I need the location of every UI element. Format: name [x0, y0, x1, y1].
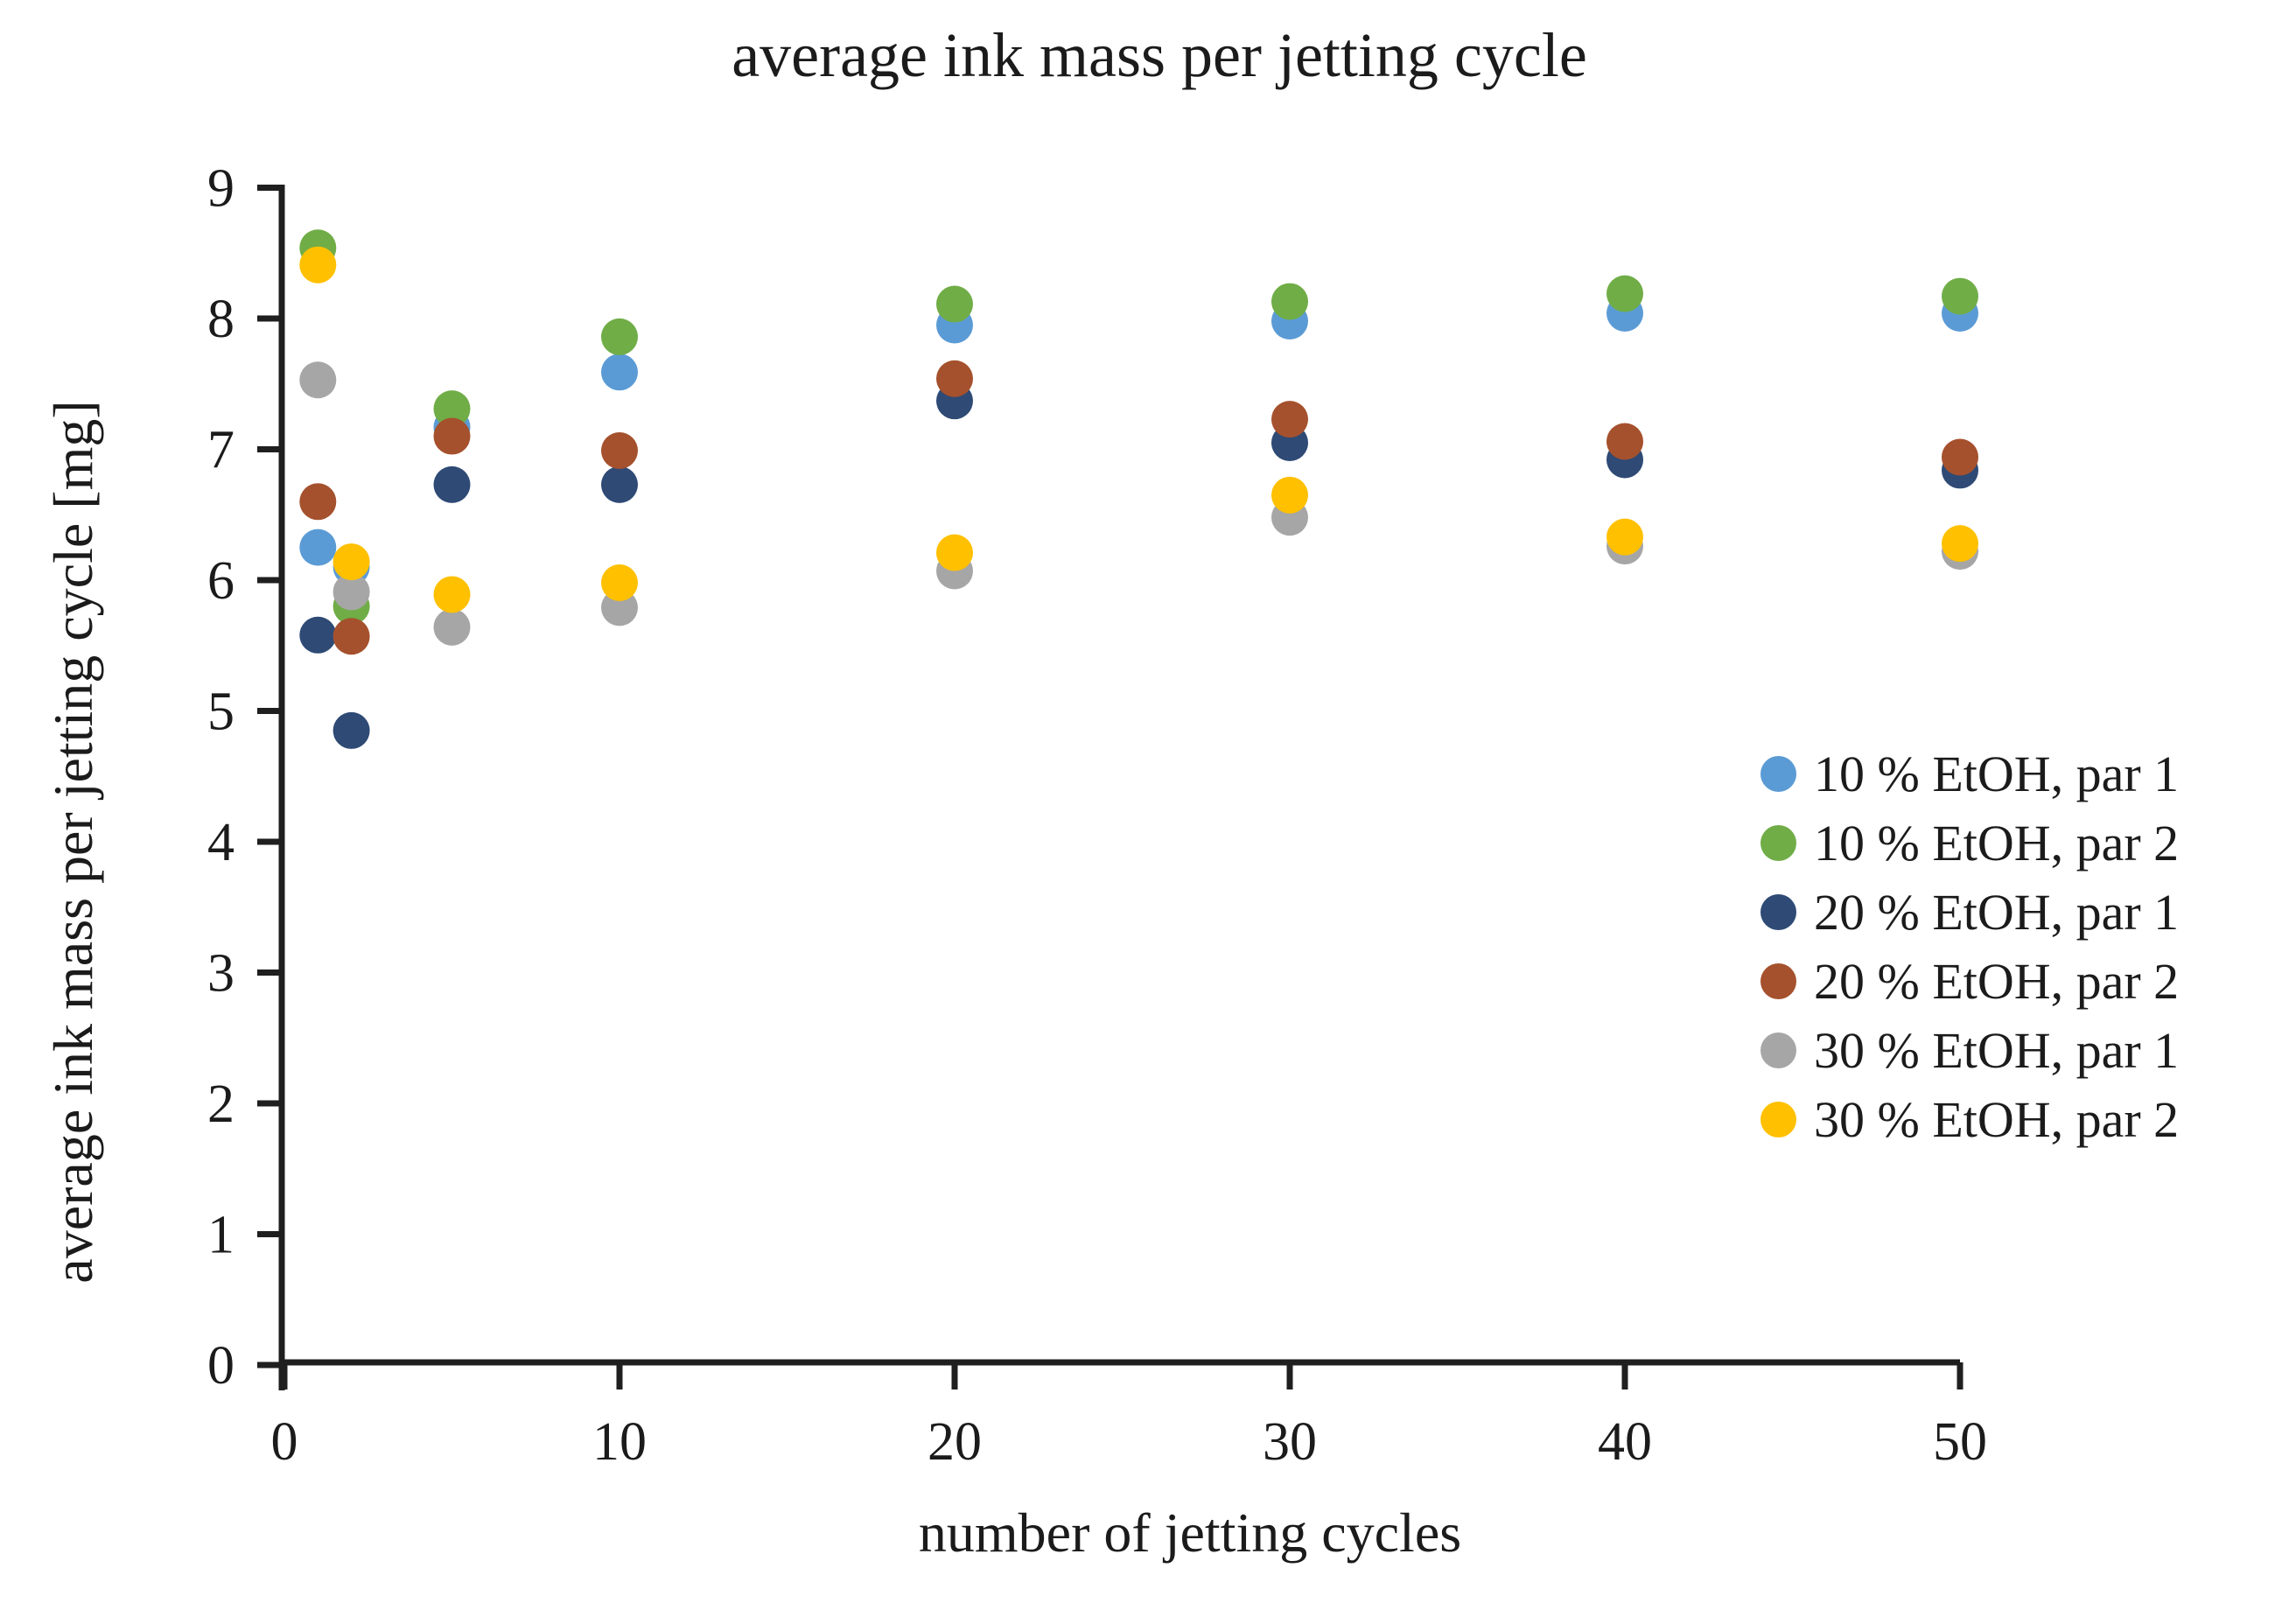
data-point [433, 576, 471, 613]
x-tick-label: 40 [1598, 1412, 1652, 1472]
data-point [433, 466, 471, 503]
legend-row: 10 % EtOH, par 1 [1760, 739, 2179, 808]
data-point [601, 564, 638, 601]
legend-row: 30 % EtOH, par 2 [1760, 1085, 2179, 1154]
data-point [936, 534, 973, 571]
data-point [433, 608, 471, 646]
y-tick-label: 2 [207, 1074, 234, 1134]
chart-legend: 10 % EtOH, par 1 10 % EtOH, par 2 20 % EtO… [1760, 739, 2179, 1154]
legend-marker-icon [1760, 825, 1796, 861]
data-point [332, 573, 370, 611]
data-point [936, 285, 973, 323]
y-tick-label: 0 [207, 1336, 234, 1396]
chart-title: average ink mass per jetting cycle [732, 20, 1587, 90]
data-point [299, 361, 337, 399]
data-point [332, 711, 370, 749]
y-tick-label: 5 [207, 682, 234, 742]
x-tick-label: 30 [1263, 1412, 1317, 1472]
legend-marker-icon [1760, 1102, 1796, 1138]
data-point [601, 318, 638, 355]
data-point [601, 354, 638, 391]
legend-label: 30 % EtOH, par 1 [1814, 1021, 2180, 1079]
y-tick-label: 1 [207, 1206, 234, 1265]
data-point [433, 390, 471, 428]
y-tick-label: 9 [207, 159, 234, 219]
legend-marker-icon [1760, 894, 1796, 930]
data-point [601, 431, 638, 469]
legend-row: 30 % EtOH, par 1 [1760, 1016, 2179, 1085]
data-point [936, 360, 973, 397]
legend-label: 10 % EtOH, par 2 [1814, 814, 2180, 872]
data-point [1271, 401, 1308, 438]
data-point [299, 246, 337, 284]
legend-row: 20 % EtOH, par 2 [1760, 947, 2179, 1016]
legend-row: 10 % EtOH, par 2 [1760, 808, 2179, 878]
legend-label: 20 % EtOH, par 2 [1814, 952, 2180, 1010]
data-point [332, 543, 370, 581]
data-point [1942, 438, 1978, 476]
data-point [433, 417, 471, 455]
data-point [1271, 283, 1308, 320]
legend-label: 20 % EtOH, par 1 [1814, 883, 2180, 941]
data-point [1942, 277, 1978, 315]
data-point [299, 483, 337, 521]
legend-marker-icon [1760, 963, 1796, 999]
data-point [601, 466, 638, 503]
legend-label: 30 % EtOH, par 2 [1814, 1090, 2180, 1148]
x-tick-label: 0 [271, 1412, 298, 1472]
y-tick-label: 4 [207, 813, 234, 872]
x-tick-label: 10 [592, 1412, 647, 1472]
y-tick-label: 6 [207, 551, 234, 611]
data-point [1942, 525, 1978, 563]
y-tick-label: 7 [207, 421, 234, 480]
data-point [1606, 423, 1643, 460]
data-point [299, 616, 337, 654]
legend-label: 10 % EtOH, par 1 [1814, 745, 2180, 802]
data-point [299, 528, 337, 566]
y-tick-label: 8 [207, 290, 234, 349]
legend-marker-icon [1760, 756, 1796, 792]
data-point [332, 618, 370, 655]
y-tick-label: 3 [207, 944, 234, 1004]
x-tick-label: 50 [1933, 1412, 1987, 1472]
legend-row: 20 % EtOH, par 1 [1760, 878, 2179, 947]
data-point [1606, 275, 1643, 312]
legend-marker-icon [1760, 1032, 1796, 1068]
data-point [1606, 518, 1643, 556]
x-axis-title: number of jetting cycles [918, 1502, 1462, 1564]
x-tick-label: 20 [928, 1412, 982, 1472]
data-point [1271, 476, 1308, 514]
